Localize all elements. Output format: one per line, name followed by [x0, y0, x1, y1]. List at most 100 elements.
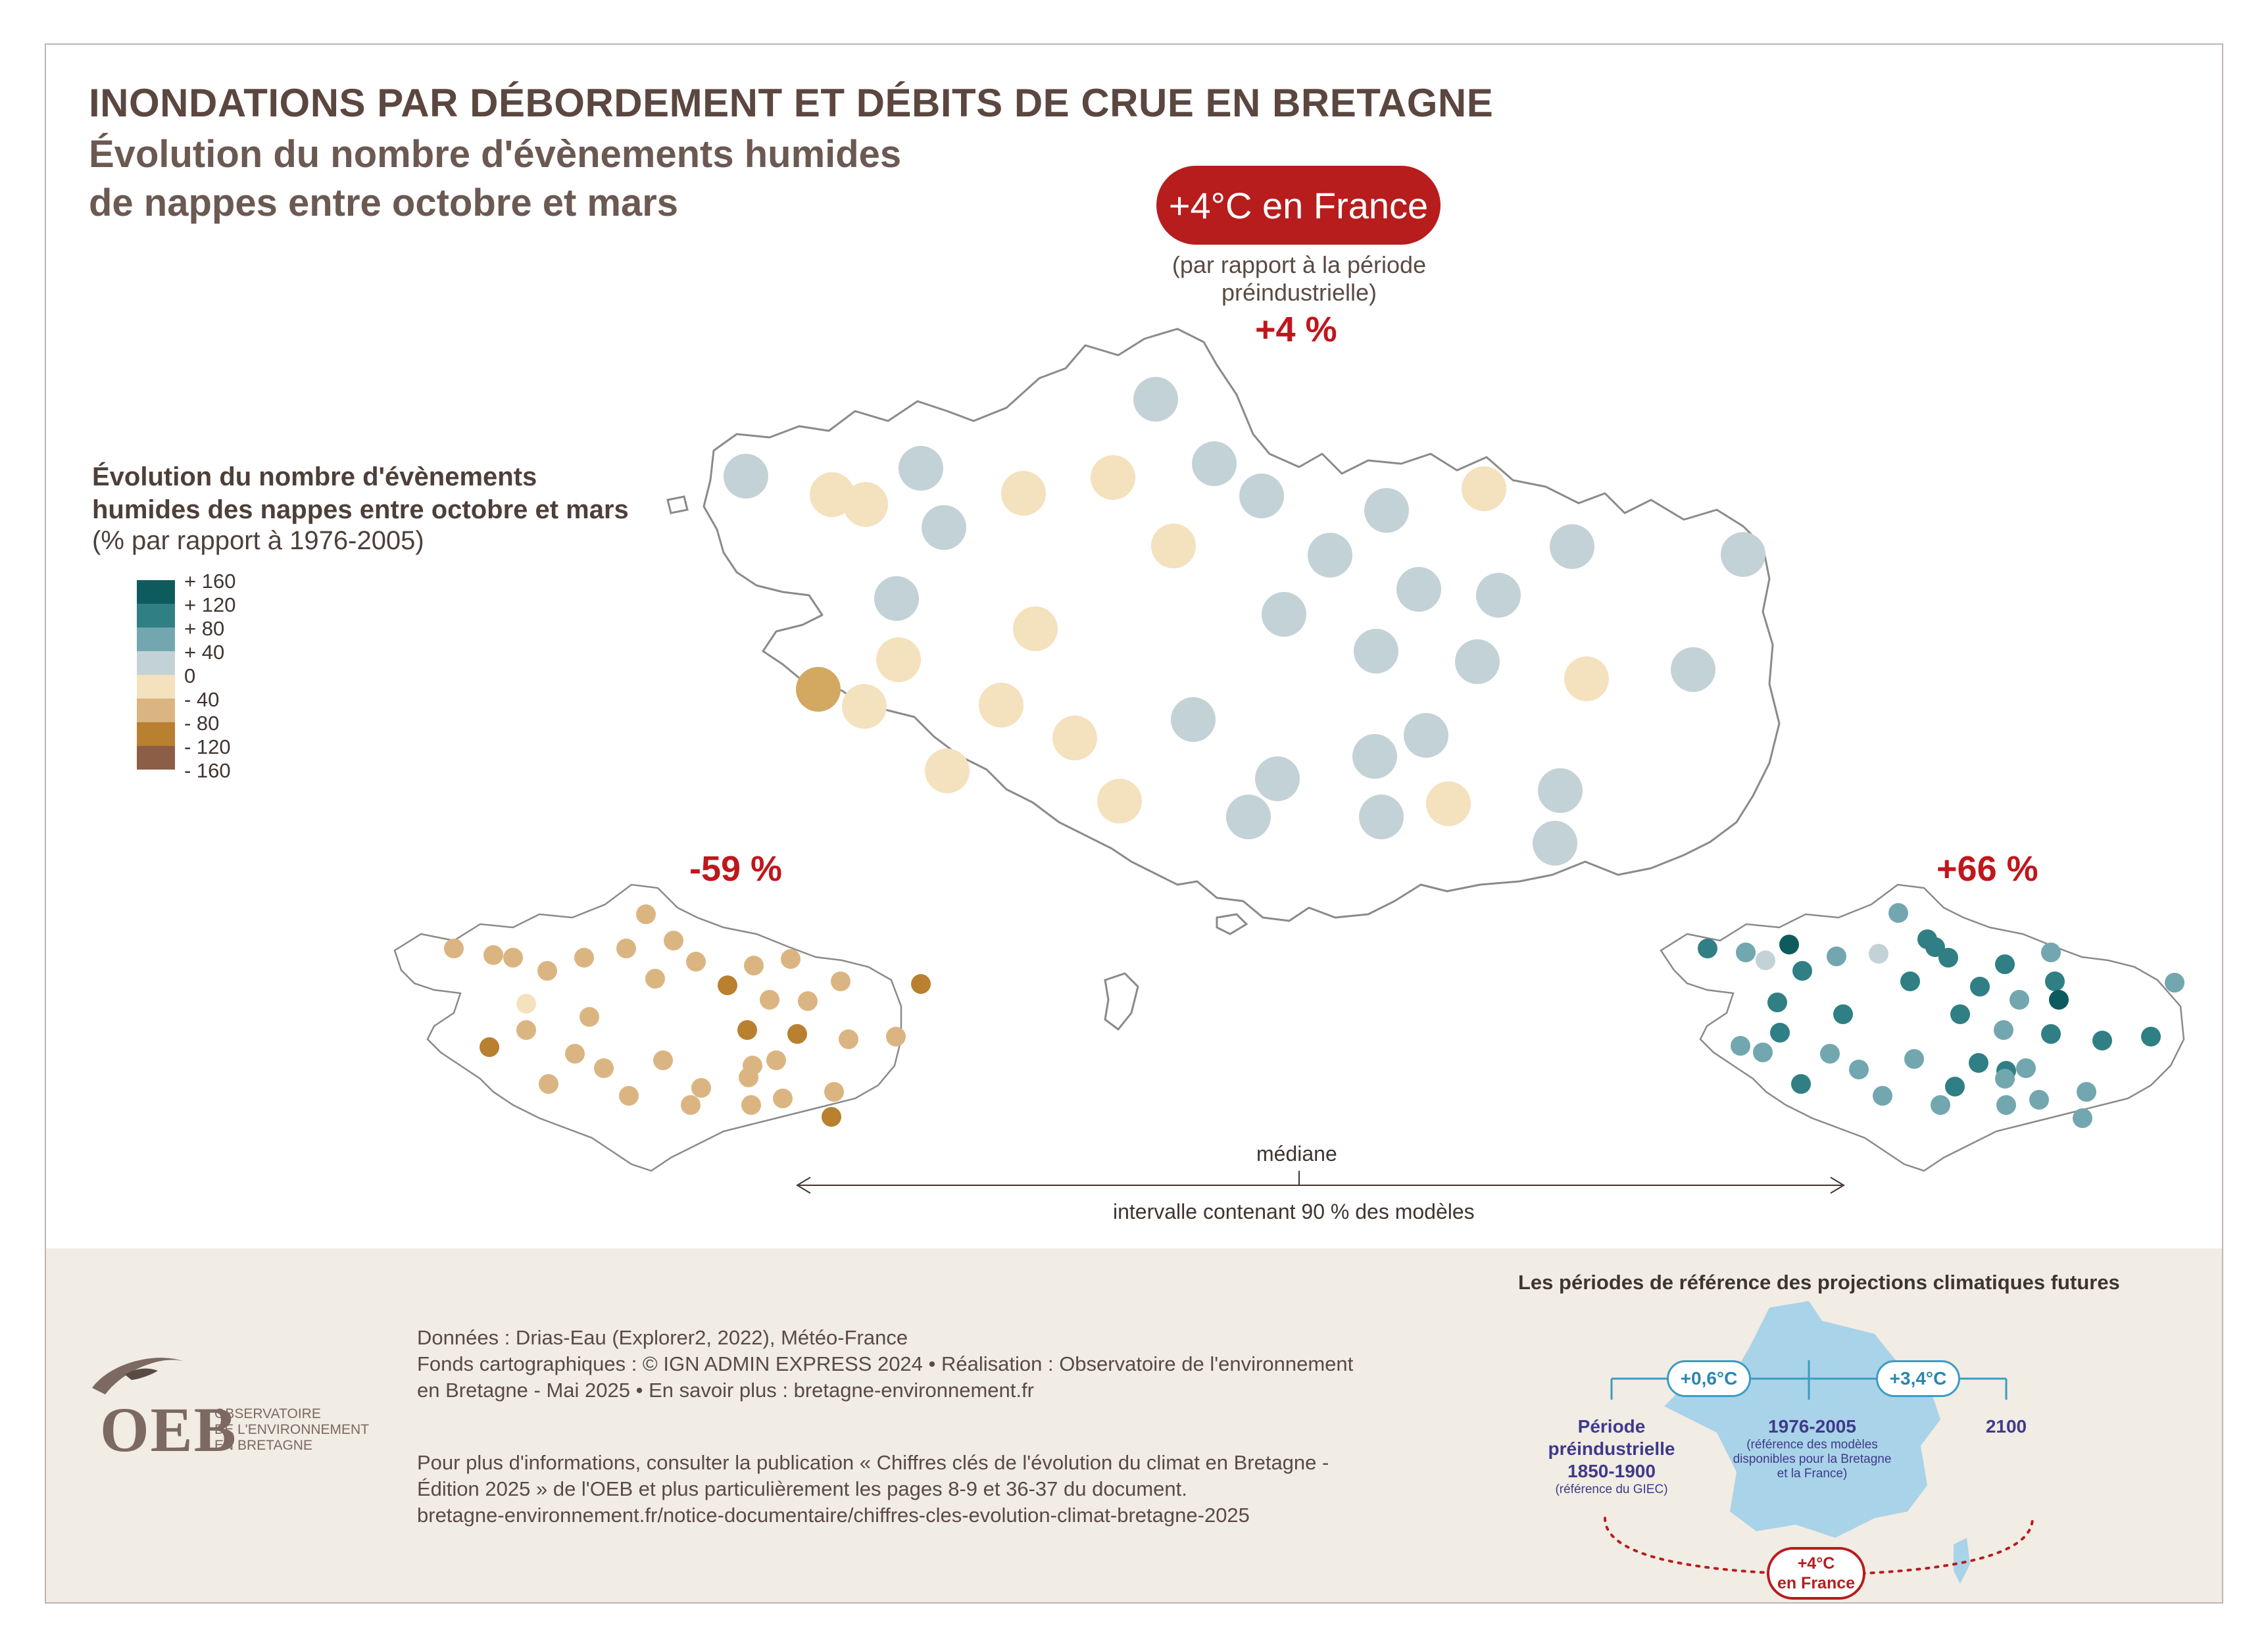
station-point: [2041, 1024, 2061, 1044]
legend-tick-9: - 160: [184, 759, 231, 782]
warming-dotted-arc: [1604, 1517, 2034, 1577]
station-point: [1476, 573, 1521, 618]
station-point: [579, 1007, 599, 1027]
station-point: [1091, 455, 1135, 500]
station-point: [925, 749, 970, 793]
sources-line-2: Fonds cartographiques : © IGN ADMIN EXPR…: [417, 1352, 1354, 1375]
corsica-shape: [1954, 1538, 1970, 1584]
station-point: [1950, 1004, 1970, 1024]
station-point: [1791, 1074, 1811, 1094]
oeb-name-line-1: OBSERVATOIRE: [214, 1406, 321, 1421]
oeb-full-name: OBSERVATOIRE DE L'ENVIRONNEMENT EN BRETA…: [214, 1406, 369, 1454]
station-point: [1671, 647, 1715, 692]
legend-tick-2: + 120: [184, 593, 236, 616]
station-point: [516, 1020, 536, 1040]
legend-tick-8: - 120: [184, 735, 231, 758]
pill-plus-0-6: +0,6°C: [1667, 1360, 1751, 1397]
period-reference-note-1: (référence des modèles: [1746, 1438, 1878, 1452]
station-point: [1550, 524, 1594, 569]
station-point: [1426, 781, 1471, 826]
station-point: [874, 576, 919, 621]
station-point: [619, 1086, 639, 1106]
station-point: [1996, 1095, 2016, 1115]
legend-tick-4: + 40: [184, 641, 225, 664]
legend-tick-5: 0: [184, 664, 196, 687]
station-point: [1925, 937, 1945, 957]
page-subtitle: Évolution du nombre d'évènements humides…: [89, 130, 1075, 228]
warming-badge-note: (par rapport à la période préindustriell…: [1171, 251, 1427, 306]
period-reference-years: 1976-2005: [1768, 1416, 1856, 1437]
scenario-low-value: -59 %: [689, 849, 783, 889]
station-point: [1995, 1069, 2015, 1089]
station-point: [616, 939, 636, 958]
station-point: [1792, 961, 1812, 981]
station-point: [1945, 1077, 1965, 1096]
legend-subtitle: (% par rapport à 1976-2005): [92, 526, 424, 555]
sources-line-3: en Bretagne - Mai 2025 • En savoir plus …: [417, 1379, 1034, 1402]
subtitle-line-2: de nappes entre octobre et mars: [89, 182, 679, 224]
legend-swatch-6: [137, 699, 175, 722]
station-point: [1931, 1095, 1950, 1115]
legend-swatch-8: [137, 746, 175, 770]
station-point: [1151, 524, 1196, 568]
page-frame: [45, 43, 2223, 1604]
station-point: [1133, 377, 1178, 422]
legend-title: Évolution du nombre d'évènements humides…: [92, 460, 631, 526]
station-point: [760, 990, 779, 1010]
station-point: [1736, 943, 1756, 962]
station-point: [739, 1068, 758, 1087]
oeb-acronym: OEB: [100, 1394, 237, 1465]
station-point: [1171, 697, 1216, 742]
station-point: [691, 1078, 711, 1098]
station-point: [1756, 950, 1775, 970]
station-point: [1564, 656, 1609, 701]
station-point: [810, 472, 854, 517]
station-point: [1820, 1044, 1840, 1064]
station-point: [2041, 943, 2061, 962]
station-point: [1097, 779, 1142, 823]
station-point: [899, 446, 943, 491]
station-point: [1767, 993, 1787, 1012]
station-point: [1753, 1043, 1773, 1062]
island-median-2: [1216, 913, 1248, 935]
station-point: [2141, 1027, 2161, 1046]
oeb-name-line-2: DE L'ENVIRONNEMENT: [214, 1422, 370, 1437]
station-point: [594, 1058, 614, 1078]
station-point: [744, 956, 764, 975]
station-point: [1721, 532, 1765, 577]
station-point: [796, 667, 841, 712]
period-reference-note-2: disponibles pour la Bretagne: [1733, 1452, 1892, 1466]
station-point: [1779, 935, 1799, 954]
station-point: [1888, 903, 1908, 923]
station-point: [1849, 1060, 1869, 1079]
island-median-3: [666, 495, 689, 514]
station-point: [1869, 944, 1888, 964]
warming-4-line-2: en France: [1777, 1574, 1856, 1592]
station-point: [503, 948, 523, 968]
station-point: [979, 683, 1023, 727]
station-point: [2073, 1108, 2092, 1128]
median-note: médiane: [1256, 1142, 1337, 1166]
pill-plus-3-4: +3,4°C: [1876, 1360, 1960, 1397]
station-point: [1900, 971, 1920, 991]
station-point: [1255, 756, 1300, 801]
legend-title-line-1: Évolution du nombre d'évènements: [92, 462, 537, 491]
info-line-3[interactable]: bretagne-environnement.fr/notice-documen…: [417, 1504, 1250, 1527]
station-point: [539, 1074, 558, 1094]
station-point: [1001, 471, 1046, 516]
period-reference: 1976-2005 (référence des modèles disponi…: [1723, 1415, 1901, 1481]
station-point: [645, 969, 665, 989]
warming-4-line-1: +4°C: [1797, 1554, 1835, 1573]
station-point: [781, 949, 801, 969]
station-point: [1969, 1053, 1988, 1073]
station-point: [1262, 592, 1306, 637]
station-point: [1827, 946, 1846, 966]
station-point: [1994, 1020, 2013, 1040]
station-point: [1833, 1004, 1853, 1024]
station-point: [1455, 639, 1500, 684]
subtitle-line-1: Évolution du nombre d'évènements humides: [89, 133, 902, 176]
station-point: [1354, 629, 1398, 674]
legend-title-line-2: humides des nappes entre octobre et mars: [92, 495, 629, 524]
brittany-outline-high: [1660, 883, 2185, 1172]
station-point: [886, 1027, 906, 1046]
